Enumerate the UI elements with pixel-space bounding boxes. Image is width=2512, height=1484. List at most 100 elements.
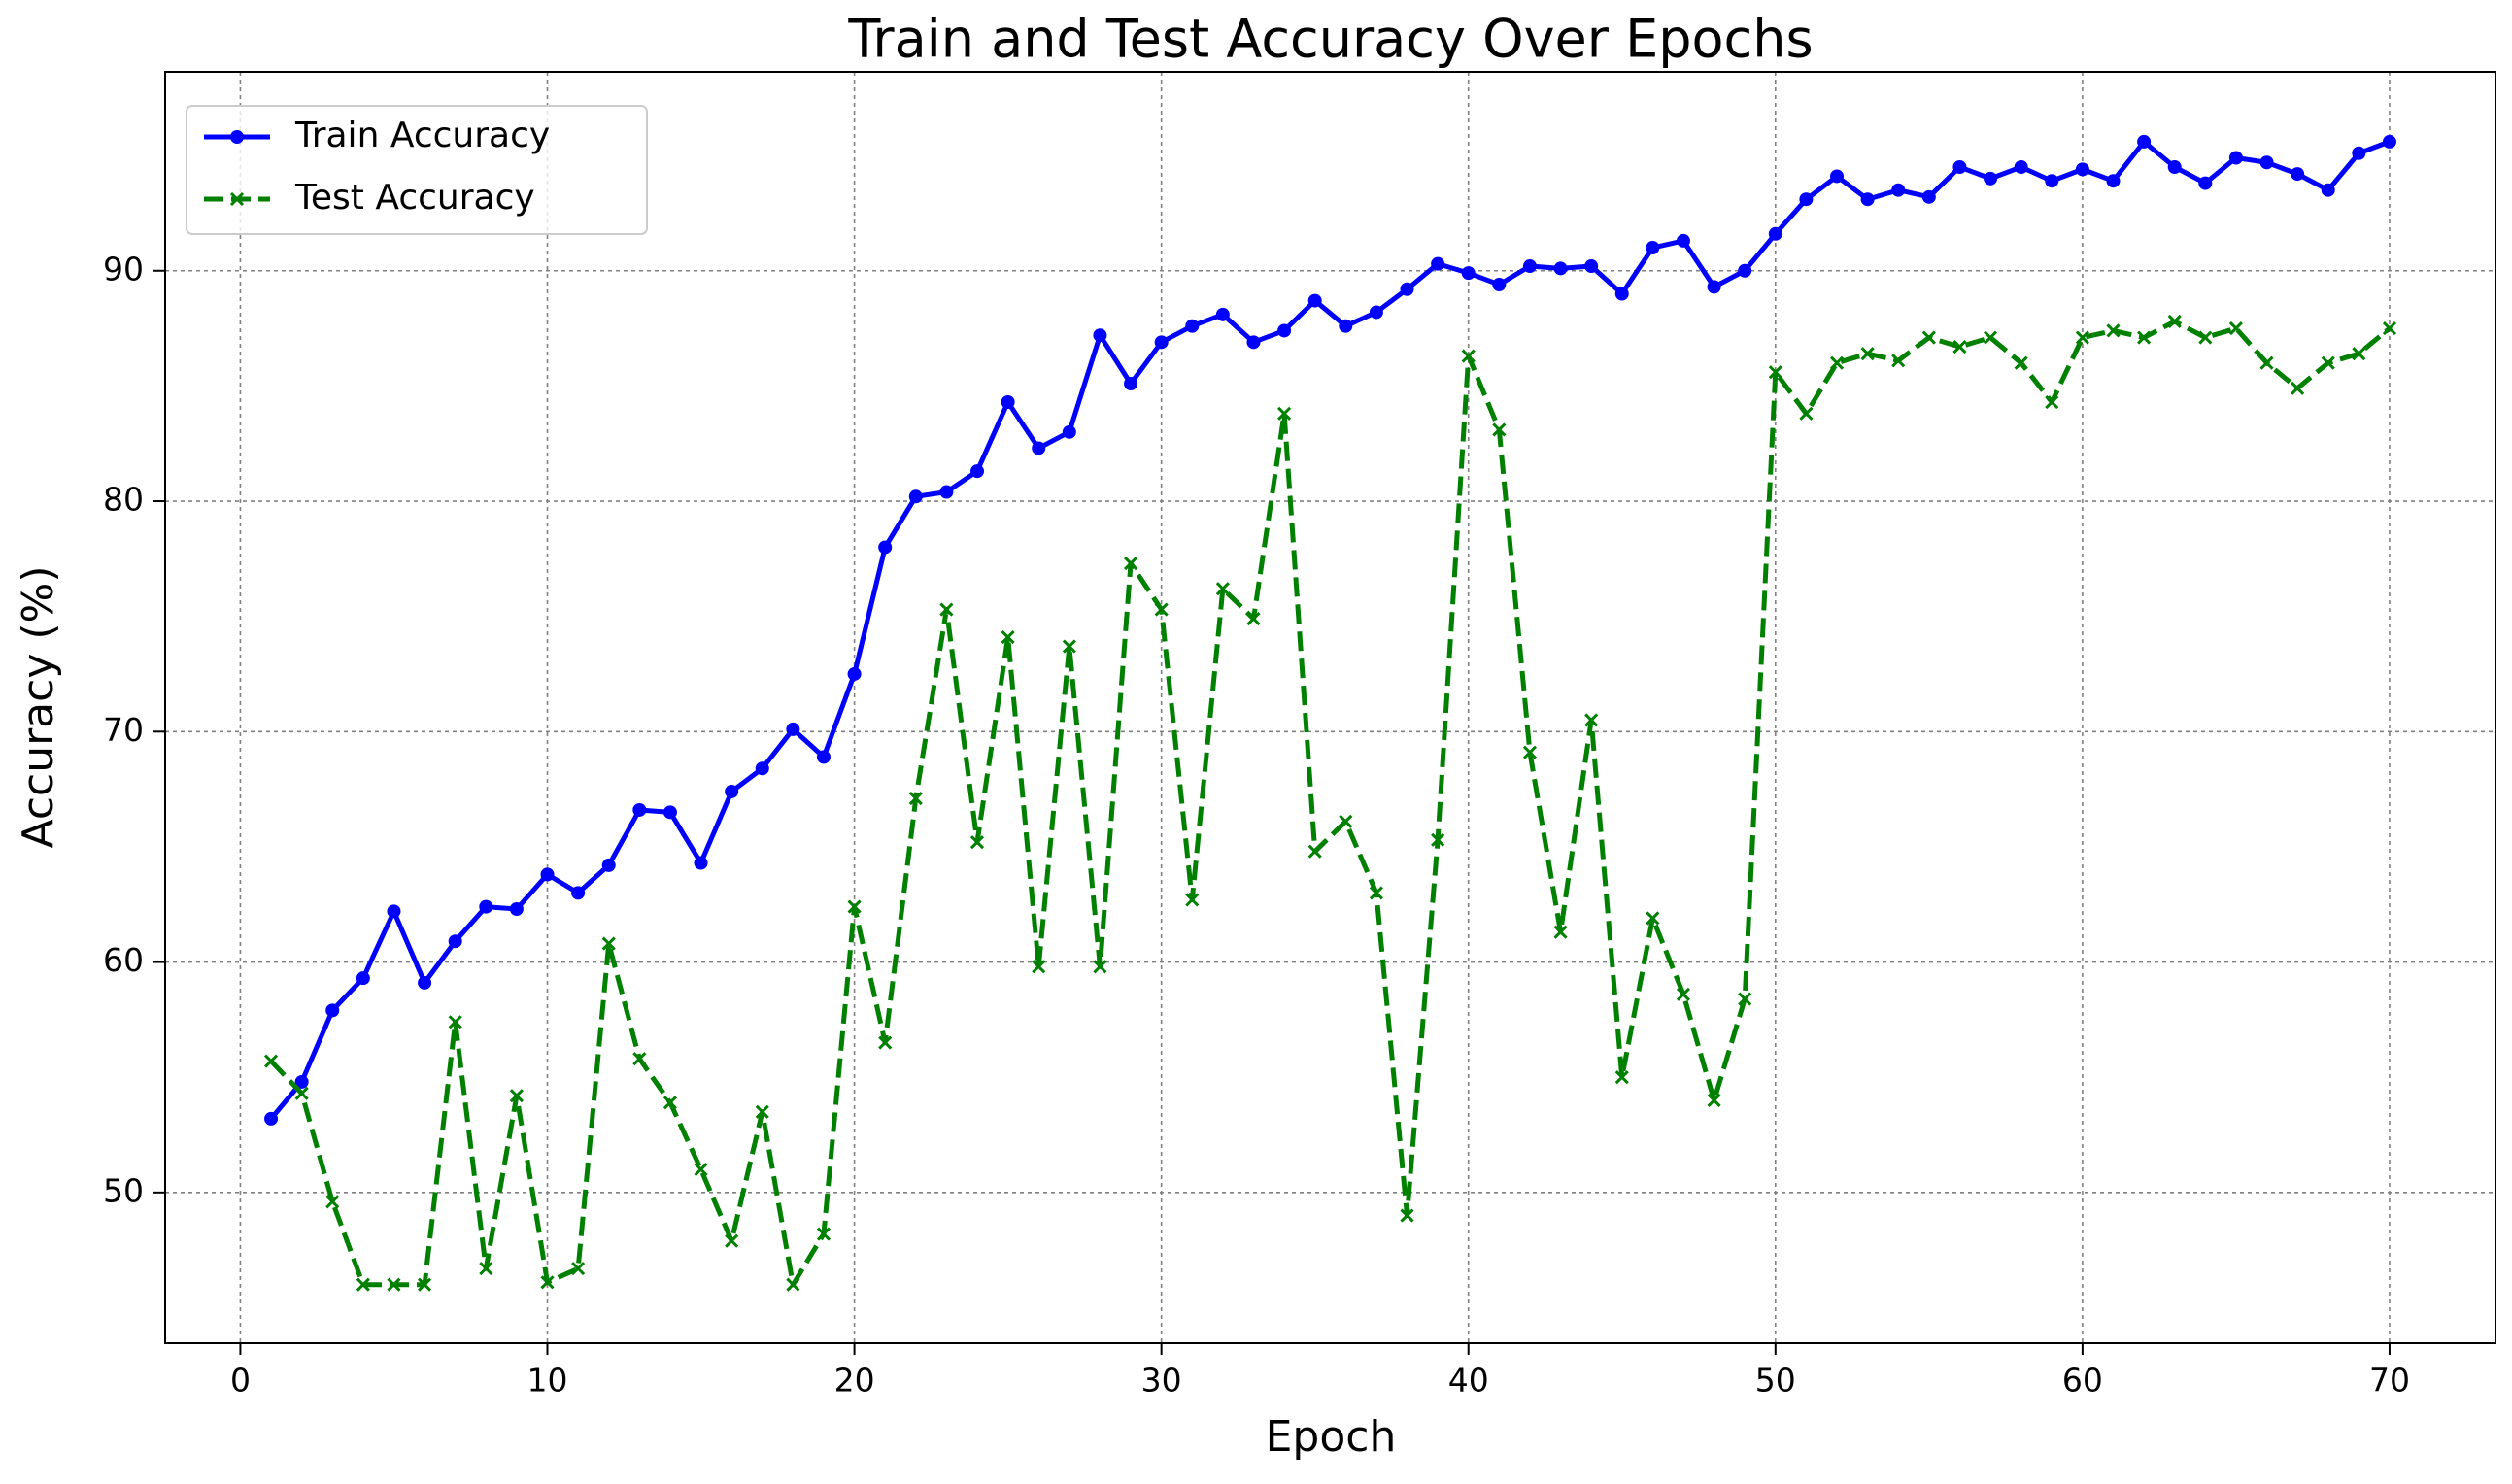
point-marker [1369,886,1383,900]
point-marker [1799,192,1814,207]
point-marker [1339,814,1353,828]
point-marker [1492,277,1507,291]
point-marker [970,464,985,479]
point-marker [1185,319,1200,333]
point-marker [1584,713,1599,727]
y-tick-label: 60 [103,941,144,979]
point-marker [1154,335,1169,350]
point-marker [662,805,677,820]
point-marker [1522,745,1538,759]
point-marker [1738,992,1752,1006]
point-marker [1553,261,1568,276]
x-tick-label: 40 [1448,1362,1489,1400]
point-marker [1339,319,1353,333]
point-marker [356,1277,370,1292]
point-marker [1646,911,1660,926]
point-marker [2075,330,2089,345]
point-marker [755,1104,769,1119]
point-marker [1891,354,1906,368]
x-tick-label: 20 [834,1362,875,1400]
point-marker [1461,266,1476,281]
legend-label: Train Accuracy [294,116,550,155]
point-marker [2259,155,2274,170]
point-marker [2259,355,2274,370]
y-tick-label: 80 [103,481,144,519]
point-marker [1001,629,1015,645]
point-marker [1860,192,1875,207]
point-marker [1921,330,1936,345]
point-marker [356,971,370,986]
point-marker [479,899,493,914]
point-marker [2106,174,2121,188]
point-marker [1369,305,1383,320]
point-marker [908,489,923,504]
legend-marker [230,130,244,144]
point-marker [1431,832,1445,847]
point-marker [1860,347,1875,361]
point-marker [1215,582,1230,596]
point-marker [632,802,647,817]
point-marker [540,867,555,882]
series-line [269,139,2391,1121]
point-marker [1952,159,1967,174]
point-marker [2321,183,2335,197]
point-marker [387,904,401,919]
point-marker [1246,611,1261,626]
point-marker [1431,256,1445,271]
point-marker [325,1003,340,1018]
point-marker [448,934,462,949]
point-marker [1277,406,1292,421]
point-marker [1154,602,1169,617]
point-marker [2075,162,2089,177]
point-marker [479,1262,493,1276]
point-marker [2198,330,2213,345]
point-marker [2167,159,2182,174]
point-marker [725,1233,739,1248]
point-marker [448,1015,462,1029]
point-marker [1676,987,1691,1001]
point-marker [1952,339,1967,354]
point-marker [2106,323,2121,338]
point-marker [725,784,739,798]
point-marker [786,1277,800,1292]
point-marker [1984,171,1998,186]
point-marker [294,1074,309,1089]
point-marker [1400,1208,1414,1223]
point-marker [1001,395,1015,410]
point-marker [847,666,862,681]
series-line [269,319,2392,1288]
point-marker [571,886,586,900]
point-marker [387,1277,401,1292]
point-marker [1983,330,1998,345]
point-marker [1400,282,1414,296]
point-marker [2291,381,2305,395]
point-marker [1768,226,1782,241]
point-marker [2045,394,2059,410]
point-marker [1799,406,1814,421]
point-marker [2228,151,2243,165]
point-marker [418,1277,432,1292]
x-tick-label: 50 [1755,1362,1796,1400]
y-axis-label: Accuracy (%) [14,565,63,848]
y-tick-label: 90 [103,250,144,287]
point-marker [1093,328,1107,343]
x-axis-label: Epoch [1266,1412,1397,1462]
point-marker [1123,556,1138,571]
point-marker [540,1275,555,1290]
point-marker [786,722,800,736]
point-marker [908,792,923,806]
point-marker [264,1111,279,1126]
point-marker [939,602,954,617]
point-marker [1062,424,1076,439]
point-marker [1277,323,1292,338]
point-marker [878,540,893,555]
point-marker [1032,441,1046,455]
point-marker [1614,1070,1629,1085]
point-marker [1185,893,1200,907]
point-marker [816,750,831,764]
point-marker [2137,330,2152,345]
point-marker [1246,335,1261,350]
x-tick-label: 10 [527,1362,568,1400]
point-marker [1738,263,1752,278]
